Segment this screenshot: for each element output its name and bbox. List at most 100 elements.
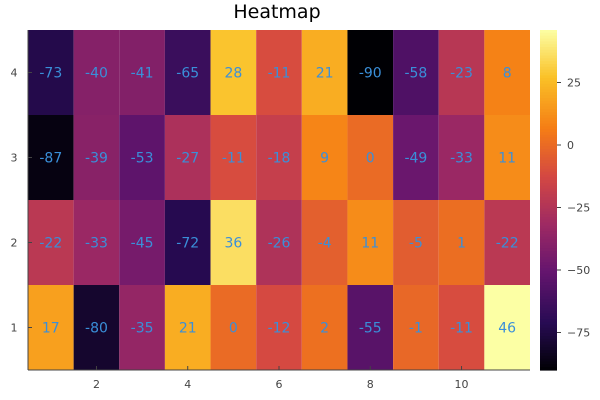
colorbar-segment [540,103,557,108]
cell-value-label: -1 [409,321,423,337]
cell-value-label: -22 [496,236,519,252]
heatmap-cell [73,200,120,285]
colorbar-tick-label: −50 [567,264,590,277]
colorbar-segment [540,126,557,130]
colorbar-segment [540,109,557,113]
colorbar-segment [540,299,557,303]
heatmap-cell [347,115,394,200]
cell-value-label: 11 [361,236,379,252]
heatmap-cell [164,200,211,285]
colorbar-segment [540,171,557,176]
colorbar-segment [540,304,557,309]
colorbar-segment [540,106,557,110]
cell-value-label: -45 [131,236,154,252]
heatmap-cell [210,30,257,115]
colorbar-segment [540,197,557,201]
colorbar-segment [540,55,557,59]
cell-value-label: 17 [42,321,60,337]
colorbar-segment [540,319,557,323]
cell-value-label: -27 [176,151,199,167]
cell-value-label: -55 [359,321,382,337]
colorbar-segment [540,194,557,198]
colorbar-segment [540,364,557,368]
colorbar-segment [540,239,557,244]
colorbar-segment [540,242,557,246]
colorbar-segment [540,44,557,48]
colorbar-segment [540,52,557,57]
heatmap-cell [119,285,165,370]
colorbar-segment [540,149,557,153]
colorbar-segment [540,327,557,331]
cell-value-label: 36 [224,236,242,252]
colorbar-segment [540,251,557,255]
colorbar-segment [540,361,557,365]
heatmap-cell [438,200,485,285]
colorbar: −75 −50 −25 0 25 [540,30,590,371]
colorbar-segment [540,38,557,42]
colorbar-segment [540,30,557,34]
colorbar-segment [540,307,557,312]
cell-value-label: -49 [404,151,427,167]
colorbar-segment [540,100,557,105]
colorbar-segment [540,183,557,187]
colorbar-segment [540,72,557,76]
colorbar-segment [540,41,557,45]
heatmap-cell [164,285,211,370]
x-tick-label: 2 [93,378,100,391]
cell-value-label: 46 [498,321,516,337]
colorbar-segment [540,115,557,119]
colorbar-segment [540,313,557,317]
cell-value-label: 21 [179,321,197,337]
colorbar-segment [540,174,557,178]
heatmap-cell [119,115,165,200]
heatmap-cell [210,285,257,370]
colorbar-segment [540,211,557,215]
colorbar-segment [540,282,557,286]
y-tick-label: 4 [11,67,18,80]
cell-value-label: 1 [457,236,466,252]
heatmap-cell [119,200,165,285]
colorbar-segment [540,157,557,161]
colorbar-segment [540,132,557,136]
heatmap-cell [393,115,439,200]
colorbar-segment [540,253,557,258]
colorbar-segment [540,168,557,173]
heatmap-cell [438,285,485,370]
heatmap-cell [256,30,302,115]
cell-value-label: 0 [366,151,375,167]
colorbar-segment [540,154,557,159]
colorbar-segment [540,83,557,88]
colorbar-segment [540,290,557,295]
cell-value-label: 28 [224,66,242,82]
heatmap-cell [210,200,257,285]
x-tick-label: 10 [455,378,469,391]
colorbar-segment [540,81,557,85]
colorbar-segment [540,202,557,207]
colorbar-segment [540,180,557,184]
colorbar-segment [540,146,557,150]
colorbar-segment [540,140,557,144]
colorbar-segment [540,129,557,133]
cell-value-label: -65 [176,66,199,82]
heatmap-cell [210,115,257,200]
heatmap-cell [301,285,348,370]
colorbar-segment [540,296,557,300]
cell-value-label: -18 [268,151,291,167]
colorbar-segment [540,177,557,181]
heatmap-cell [28,285,74,370]
heatmap-cell [256,200,302,285]
heatmap-cell [73,285,120,370]
colorbar-segment [540,316,557,320]
colorbar-segment [540,279,557,283]
cell-value-label: -87 [39,151,62,167]
colorbar-tick-label: 25 [567,77,581,90]
colorbar-segment [540,344,557,348]
colorbar-segment [540,217,557,221]
x-tick-label: 4 [184,378,191,391]
cell-value-label: -4 [318,236,332,252]
cell-value-label: -33 [450,151,473,167]
cell-value-label: 21 [316,66,334,82]
colorbar-segment [540,285,557,289]
colorbar-segment [540,205,557,210]
colorbar-segment [540,333,557,337]
